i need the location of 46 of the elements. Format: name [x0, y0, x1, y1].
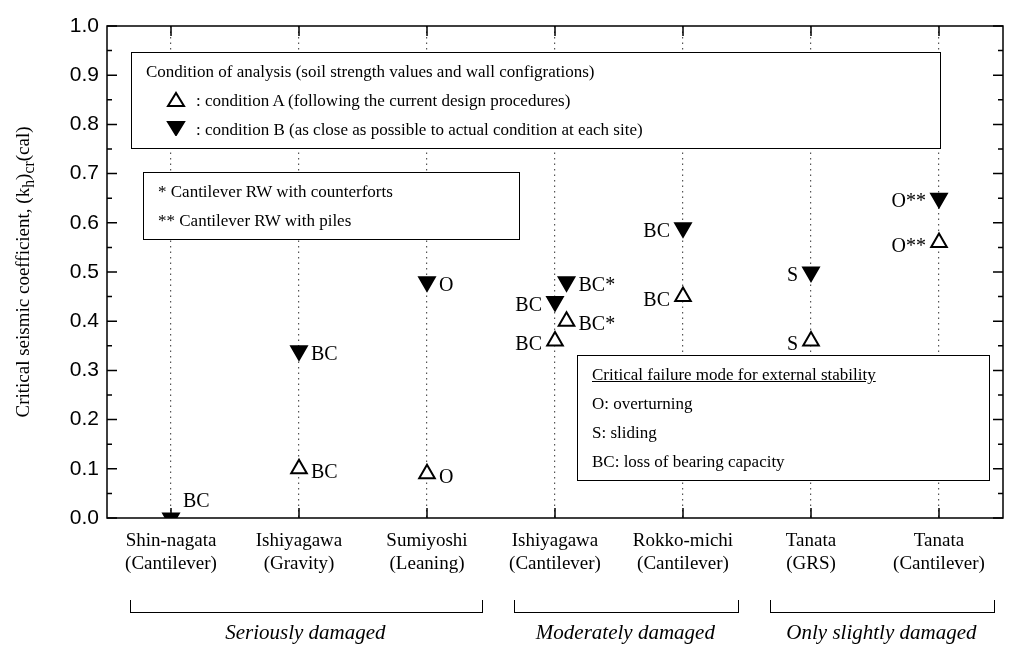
annotation: ** Cantilever RW with piles [158, 210, 353, 232]
data-label: S [786, 263, 798, 286]
data-label: BC [311, 341, 338, 364]
legend-label: : condition A (following the current design procedures) [195, 90, 572, 112]
x-tick-label: Ishiyagawa (Cantilever) [509, 529, 601, 575]
data-label: BC* [578, 312, 616, 335]
y-tick-label: 0.0 [69, 504, 99, 528]
y-tick-label: 0.1 [69, 455, 99, 479]
y-tick-label: 0.4 [69, 308, 100, 331]
y-tick-label: 0.9 [69, 62, 99, 85]
x-tick-label: Tanata (Cantilever) [893, 529, 985, 575]
x-tick-label: Sumiyoshi (Leaning) [386, 529, 468, 575]
data-label: O [439, 464, 454, 487]
data-label: BC [183, 489, 210, 512]
legend-label: : condition B (as close as possible to actual condition at each site) [195, 119, 644, 141]
data-label: BC [515, 292, 542, 315]
annotation: Critical failure mode for external stability [592, 364, 877, 386]
x-tick-label: Tanata (GRS) [785, 529, 837, 575]
data-label: O** [891, 189, 926, 212]
y-tick-label: 1.0 [69, 12, 99, 36]
y-tick-label: 0.6 [69, 209, 99, 233]
y-tick-label: 0.2 [69, 406, 99, 430]
x-tick-label: Ishiyagawa (Gravity) [255, 529, 343, 575]
data-label: BC [643, 287, 670, 310]
data-label: BC [311, 460, 338, 483]
annotation: O: overturning [592, 393, 694, 415]
y-tick-label: 0.5 [69, 258, 99, 282]
x-tick-label: Rokko-michi (Cantilever) [632, 529, 734, 575]
data-label: O [439, 273, 454, 296]
text: Moderately damaged [535, 620, 715, 645]
data-label: BC* [578, 273, 616, 296]
y-tick-label: 0.3 [69, 357, 99, 381]
data-label: BC [515, 332, 542, 355]
legend-title: Condition of analysis (soil strength values and wall configrations) [146, 61, 596, 83]
y-tick-label: 0.8 [69, 111, 99, 135]
note-box: * Cantilever RW with counterforts ** Cantilever RW with piles [143, 172, 520, 240]
data-label: BC [643, 218, 670, 241]
data-label: O** [891, 233, 926, 256]
text: Only slightly damaged [786, 620, 977, 645]
annotation: * Cantilever RW with counterforts [158, 181, 394, 203]
annotation: S: sliding [592, 422, 658, 444]
text: Seriously damaged [225, 620, 386, 645]
data-label: S [786, 332, 798, 355]
y-tick-label: 0.7 [69, 160, 99, 184]
x-tick-label: Shin-nagata (Cantilever) [125, 529, 217, 575]
annotation: BC: loss of bearing capacity [592, 451, 786, 473]
